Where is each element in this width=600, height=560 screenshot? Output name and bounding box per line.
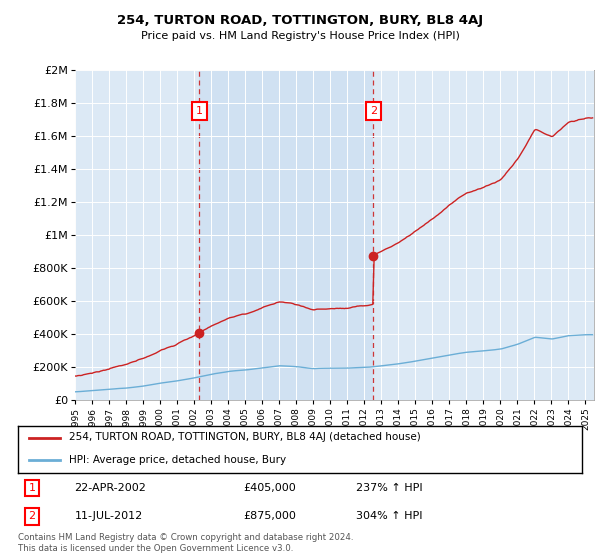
- Text: 2: 2: [29, 511, 35, 521]
- Text: 254, TURTON ROAD, TOTTINGTON, BURY, BL8 4AJ (detached house): 254, TURTON ROAD, TOTTINGTON, BURY, BL8 …: [69, 432, 421, 442]
- Text: Price paid vs. HM Land Registry's House Price Index (HPI): Price paid vs. HM Land Registry's House …: [140, 31, 460, 41]
- Text: 1: 1: [196, 106, 203, 116]
- Text: 22-APR-2002: 22-APR-2002: [74, 483, 146, 493]
- Text: HPI: Average price, detached house, Bury: HPI: Average price, detached house, Bury: [69, 455, 286, 465]
- Text: Contains HM Land Registry data © Crown copyright and database right 2024.
This d: Contains HM Land Registry data © Crown c…: [18, 533, 353, 553]
- Bar: [199, 70, 373, 400]
- Text: 254, TURTON ROAD, TOTTINGTON, BURY, BL8 4AJ: 254, TURTON ROAD, TOTTINGTON, BURY, BL8 …: [117, 14, 483, 27]
- Text: 237% ↑ HPI: 237% ↑ HPI: [356, 483, 423, 493]
- Text: 304% ↑ HPI: 304% ↑ HPI: [356, 511, 423, 521]
- Text: 2: 2: [370, 106, 377, 116]
- Text: £405,000: £405,000: [244, 483, 296, 493]
- Text: 1: 1: [29, 483, 35, 493]
- Text: 11-JUL-2012: 11-JUL-2012: [74, 511, 143, 521]
- Text: £875,000: £875,000: [244, 511, 296, 521]
